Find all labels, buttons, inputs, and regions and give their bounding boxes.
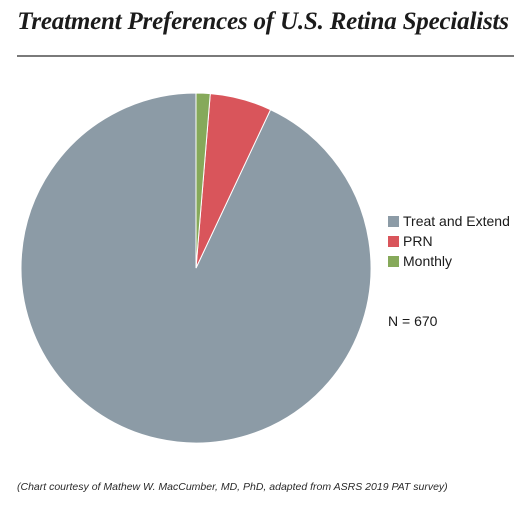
- legend-label: Monthly: [403, 253, 453, 269]
- sample-size-annotation: N = 670: [388, 313, 438, 329]
- chart-title: Treatment Preferences of U.S. Retina Spe…: [17, 8, 509, 35]
- legend-swatch: [388, 215, 399, 227]
- legend-label: PRN: [403, 233, 433, 249]
- legend-swatch: [388, 255, 399, 267]
- source-caption: (Chart courtesy of Mathew W. MacCumber, …: [17, 481, 448, 493]
- legend-item-prn: PRN: [388, 231, 510, 251]
- legend: Treat and Extend PRN Monthly: [388, 211, 510, 271]
- legend-item-monthly: Monthly: [388, 251, 510, 271]
- title-divider: [17, 55, 514, 57]
- legend-swatch: [388, 235, 399, 247]
- legend-label: Treat and Extend: [403, 213, 510, 229]
- legend-item-treat-and-extend: Treat and Extend: [388, 211, 510, 231]
- pie-slice-monthly: [195, 92, 211, 269]
